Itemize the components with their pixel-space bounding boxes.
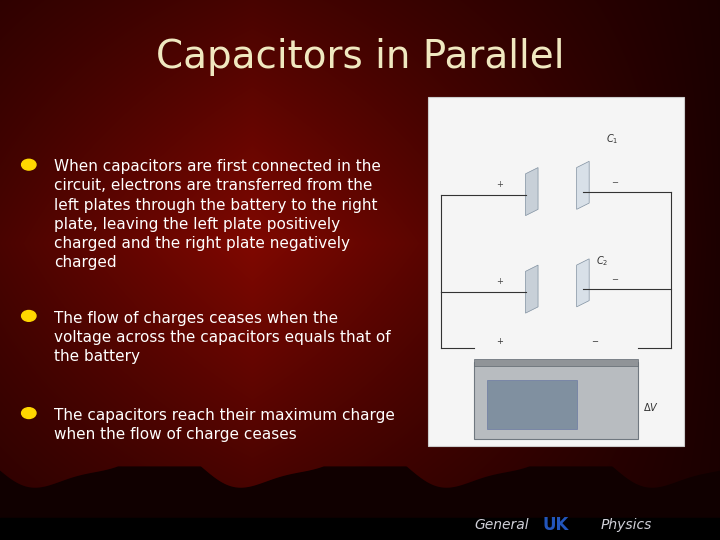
Circle shape bbox=[22, 408, 36, 418]
Text: When capacitors are first connected in the
circuit, electrons are transferred fr: When capacitors are first connected in t… bbox=[54, 159, 381, 271]
Bar bbox=[428, 97, 684, 446]
Text: The flow of charges ceases when the
voltage across the capacitors equals that of: The flow of charges ceases when the volt… bbox=[54, 310, 391, 364]
Polygon shape bbox=[577, 259, 589, 307]
Circle shape bbox=[22, 159, 36, 170]
Circle shape bbox=[22, 310, 36, 321]
Text: −: − bbox=[611, 275, 618, 284]
Bar bbox=[487, 380, 577, 429]
Text: −: − bbox=[611, 178, 618, 187]
Text: UK: UK bbox=[543, 516, 569, 534]
Text: +: + bbox=[497, 180, 503, 189]
Text: +: + bbox=[497, 338, 503, 346]
Bar bbox=[474, 362, 638, 438]
Text: −: − bbox=[591, 338, 598, 346]
Text: $C_2$: $C_2$ bbox=[596, 254, 608, 268]
Text: +: + bbox=[497, 278, 503, 286]
Text: General: General bbox=[474, 518, 529, 532]
Polygon shape bbox=[526, 167, 538, 215]
Polygon shape bbox=[577, 161, 589, 210]
Bar bbox=[474, 359, 638, 366]
Text: Capacitors in Parallel: Capacitors in Parallel bbox=[156, 38, 564, 76]
Text: The capacitors reach their maximum charge
when the flow of charge ceases: The capacitors reach their maximum charg… bbox=[54, 408, 395, 442]
Text: $\Delta V$: $\Delta V$ bbox=[643, 401, 659, 413]
Polygon shape bbox=[526, 265, 538, 313]
Text: Physics: Physics bbox=[600, 518, 652, 532]
Text: $C_1$: $C_1$ bbox=[606, 132, 618, 146]
